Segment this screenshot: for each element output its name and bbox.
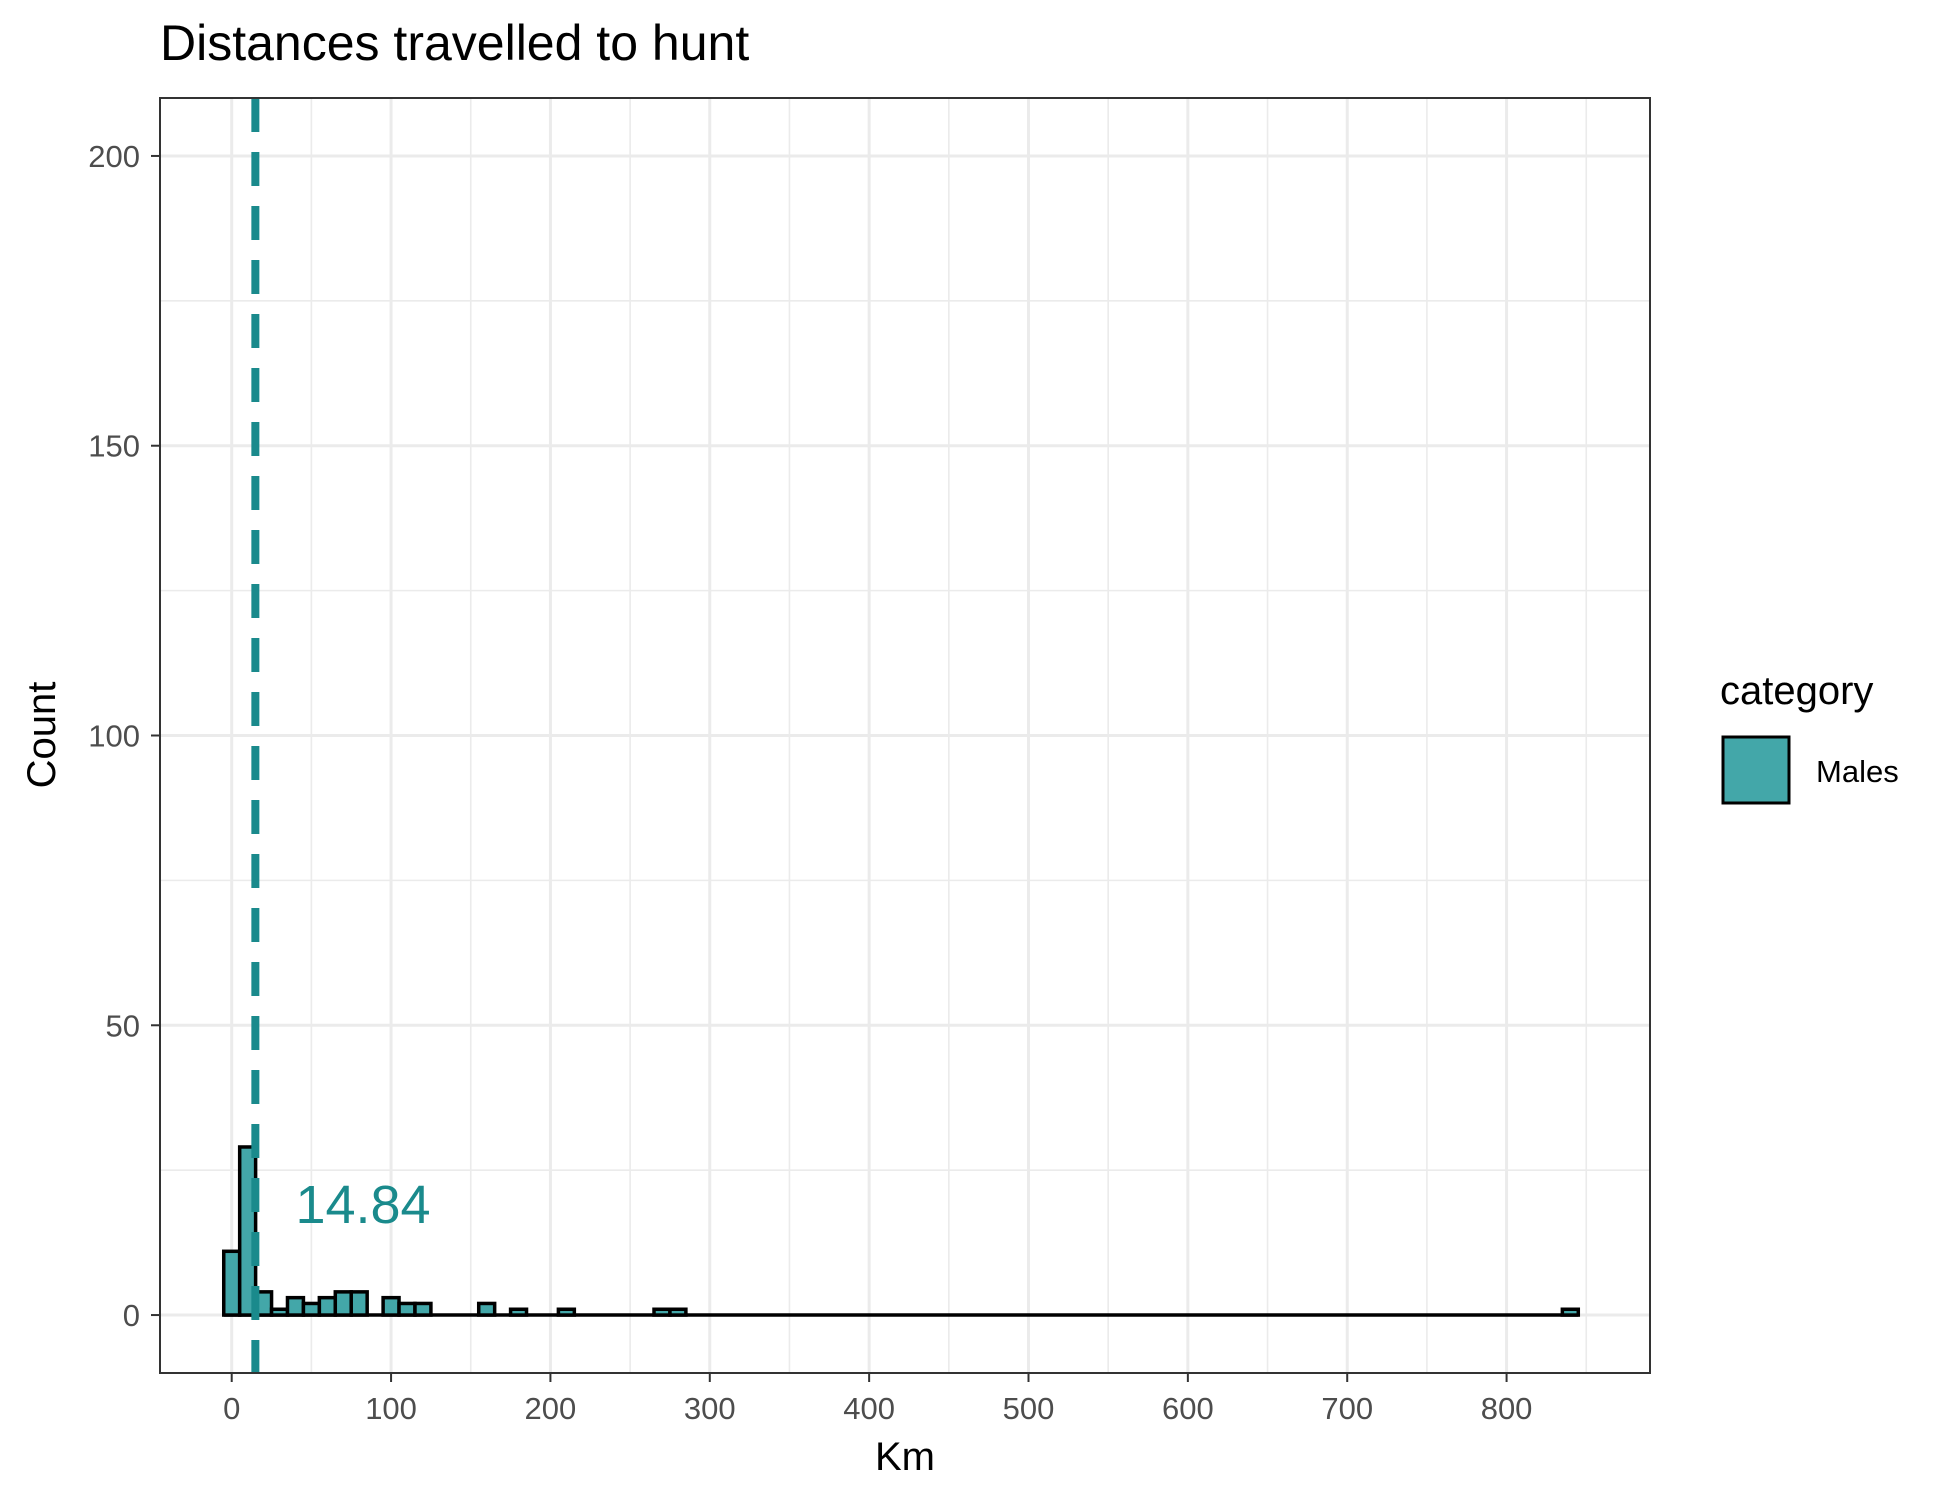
y-tick-label: 150 xyxy=(88,429,140,464)
histogram-bars xyxy=(221,1145,1581,1317)
y-tick-label: 200 xyxy=(88,139,140,174)
histogram-bar xyxy=(476,1301,497,1317)
histogram-bar xyxy=(285,1295,306,1317)
legend-title: category xyxy=(1720,669,1873,713)
reference-line-group: 14.84 xyxy=(251,98,431,1373)
y-tick-label: 50 xyxy=(106,1008,140,1043)
x-tick-label: 100 xyxy=(365,1391,417,1426)
x-tick-label: 200 xyxy=(525,1391,577,1426)
legend-label-males: Males xyxy=(1816,754,1899,789)
legend: category Males xyxy=(1720,669,1899,805)
histogram-bar xyxy=(301,1301,322,1317)
histogram-bar xyxy=(269,1307,290,1317)
histogram-bar xyxy=(317,1295,338,1317)
x-tick-label: 0 xyxy=(223,1391,240,1426)
x-tick-label: 800 xyxy=(1481,1391,1533,1426)
x-axis-title: Km xyxy=(875,1435,935,1479)
grid-lines xyxy=(160,98,1650,1373)
mean-reference-label: 14.84 xyxy=(295,1175,430,1235)
histogram-bar xyxy=(652,1307,672,1317)
histogram-bar xyxy=(397,1301,417,1317)
y-tick-label: 100 xyxy=(88,719,140,754)
histogram-bar xyxy=(1560,1307,1581,1317)
legend-key-males xyxy=(1721,735,1791,805)
histogram-bar xyxy=(349,1290,369,1317)
x-axis-ticks: 0 100 200 300 400 500 600 700 800 xyxy=(223,1373,1532,1426)
x-tick-label: 400 xyxy=(843,1391,895,1426)
histogram-bar xyxy=(508,1307,529,1317)
histogram-bar xyxy=(413,1301,433,1317)
y-tick-label: 0 xyxy=(123,1298,140,1333)
chart-title: Distances travelled to hunt xyxy=(160,15,749,71)
histogram-bar xyxy=(381,1295,401,1317)
x-tick-label: 600 xyxy=(1162,1391,1214,1426)
x-tick-label: 700 xyxy=(1321,1391,1373,1426)
x-tick-label: 500 xyxy=(1003,1391,1055,1426)
histogram-bar xyxy=(556,1307,577,1317)
x-tick-label: 300 xyxy=(684,1391,736,1426)
y-axis-title: Count xyxy=(20,682,64,789)
histogram-bar xyxy=(221,1249,242,1317)
y-axis-ticks: 0 50 100 150 200 xyxy=(88,139,160,1333)
histogram-bar xyxy=(668,1307,688,1317)
histogram-bar xyxy=(333,1290,353,1317)
